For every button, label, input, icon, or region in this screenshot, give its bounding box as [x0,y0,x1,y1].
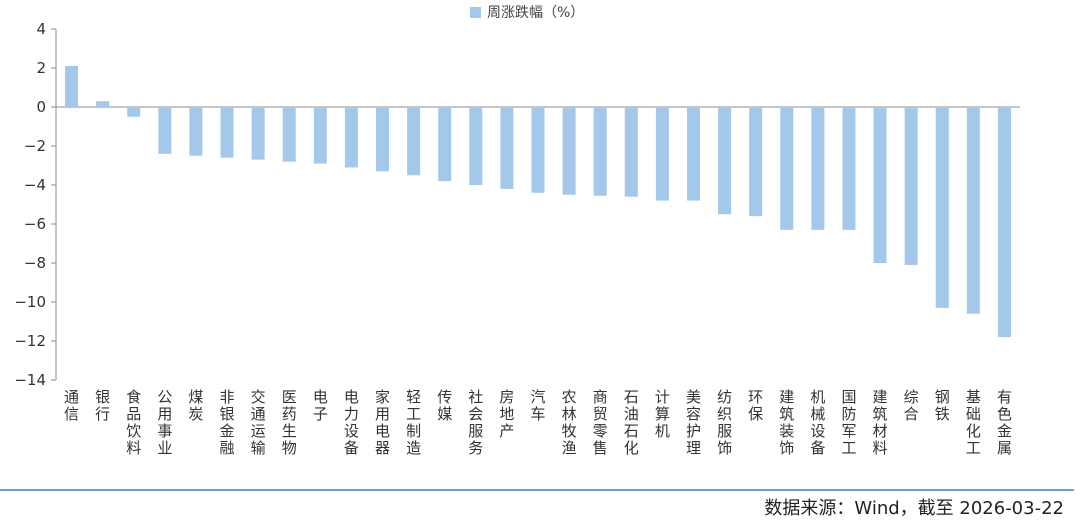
x-tick-label: 计算机 [655,388,670,440]
bar [904,107,918,265]
bar [220,107,234,158]
x-tick-label: 商贸零售 [593,388,608,457]
bar [593,107,607,196]
bar [749,107,763,217]
x-tick-label: 交通运输 [251,388,266,457]
bar [251,107,265,160]
bar [935,107,949,308]
y-tick-label: −8 [24,254,46,272]
x-tick-label: 家用电器 [375,388,390,457]
bar [469,107,483,185]
bar [655,107,669,201]
x-tick-label: 环保 [748,388,763,423]
bar [65,66,79,107]
x-tick-label: 石油石化 [624,388,639,457]
bar [189,107,203,156]
bar [96,101,110,107]
bar [997,107,1011,338]
bar [686,107,700,201]
x-tick-label: 纺织服饰 [717,388,732,457]
bar [811,107,825,230]
legend-swatch [470,6,481,18]
x-tick-label: 有色金属 [997,388,1012,457]
y-tick-label: 2 [36,59,46,77]
x-tick-label: 建筑材料 [873,388,888,457]
bar [127,107,141,117]
x-tick-label: 农林牧渔 [562,388,577,457]
bar [780,107,794,230]
x-tick-label: 煤炭 [188,388,203,423]
bar [344,107,358,168]
footer-divider [0,489,1074,491]
x-tick-label: 房地产 [499,388,514,440]
y-tick-label: −12 [14,332,46,350]
y-tick-label: −6 [24,215,46,233]
x-tick-label: 医药生物 [282,388,297,457]
bar [718,107,732,215]
x-tick-label: 钢铁 [935,388,950,423]
bar [376,107,390,172]
x-tick-label: 非银金融 [220,388,235,457]
chart-legend: 周涨跌幅（%） [470,2,584,22]
x-tick-label: 银行 [95,388,110,423]
x-tick-label: 轻工制造 [406,388,421,457]
legend-label: 周涨跌幅（%） [487,5,585,21]
x-tick-label: 机械设备 [810,388,825,457]
y-tick-label: −14 [14,371,46,389]
x-tick-label: 电力设备 [344,388,359,457]
bar [531,107,545,193]
data-source-note: 数据来源：Wind，截至 2026-03-22 [764,498,1064,519]
bar [282,107,296,162]
y-tick-label: 4 [36,20,46,38]
x-tick-label: 综合 [904,388,919,423]
x-tick-label: 传媒 [437,388,452,423]
x-tick-label: 基础化工 [966,388,981,457]
x-tick-label: 食品饮料 [126,388,141,457]
bar [873,107,887,263]
x-tick-label: 建筑装饰 [779,388,794,457]
bar [407,107,421,176]
bar [500,107,514,189]
x-tick-label: 通信 [64,388,79,423]
x-tick-label: 汽车 [530,388,545,423]
bar [624,107,638,197]
x-tick-label: 美容护理 [686,388,701,457]
y-tick-label: 0 [36,98,46,116]
x-tick-label: 公用事业 [157,388,172,457]
bar [966,107,980,314]
x-tick-label: 社会服务 [468,388,483,457]
bar [842,107,856,230]
x-tick-label: 电子 [313,388,328,423]
bar [158,107,172,154]
bar [562,107,576,195]
x-tick-label: 国防军工 [841,388,856,457]
y-tick-label: −4 [24,176,46,194]
bar [438,107,452,182]
y-tick-label: −2 [24,137,46,155]
bar [313,107,327,164]
y-tick-label: −10 [14,293,46,311]
